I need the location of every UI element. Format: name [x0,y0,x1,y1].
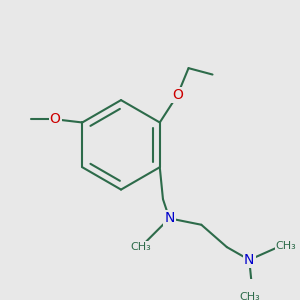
Text: CH₃: CH₃ [239,292,260,300]
Text: N: N [164,212,175,225]
Text: O: O [172,88,183,102]
Text: O: O [50,112,61,126]
Text: CH₃: CH₃ [130,242,151,252]
Text: N: N [244,253,254,267]
Text: CH₃: CH₃ [276,241,296,250]
